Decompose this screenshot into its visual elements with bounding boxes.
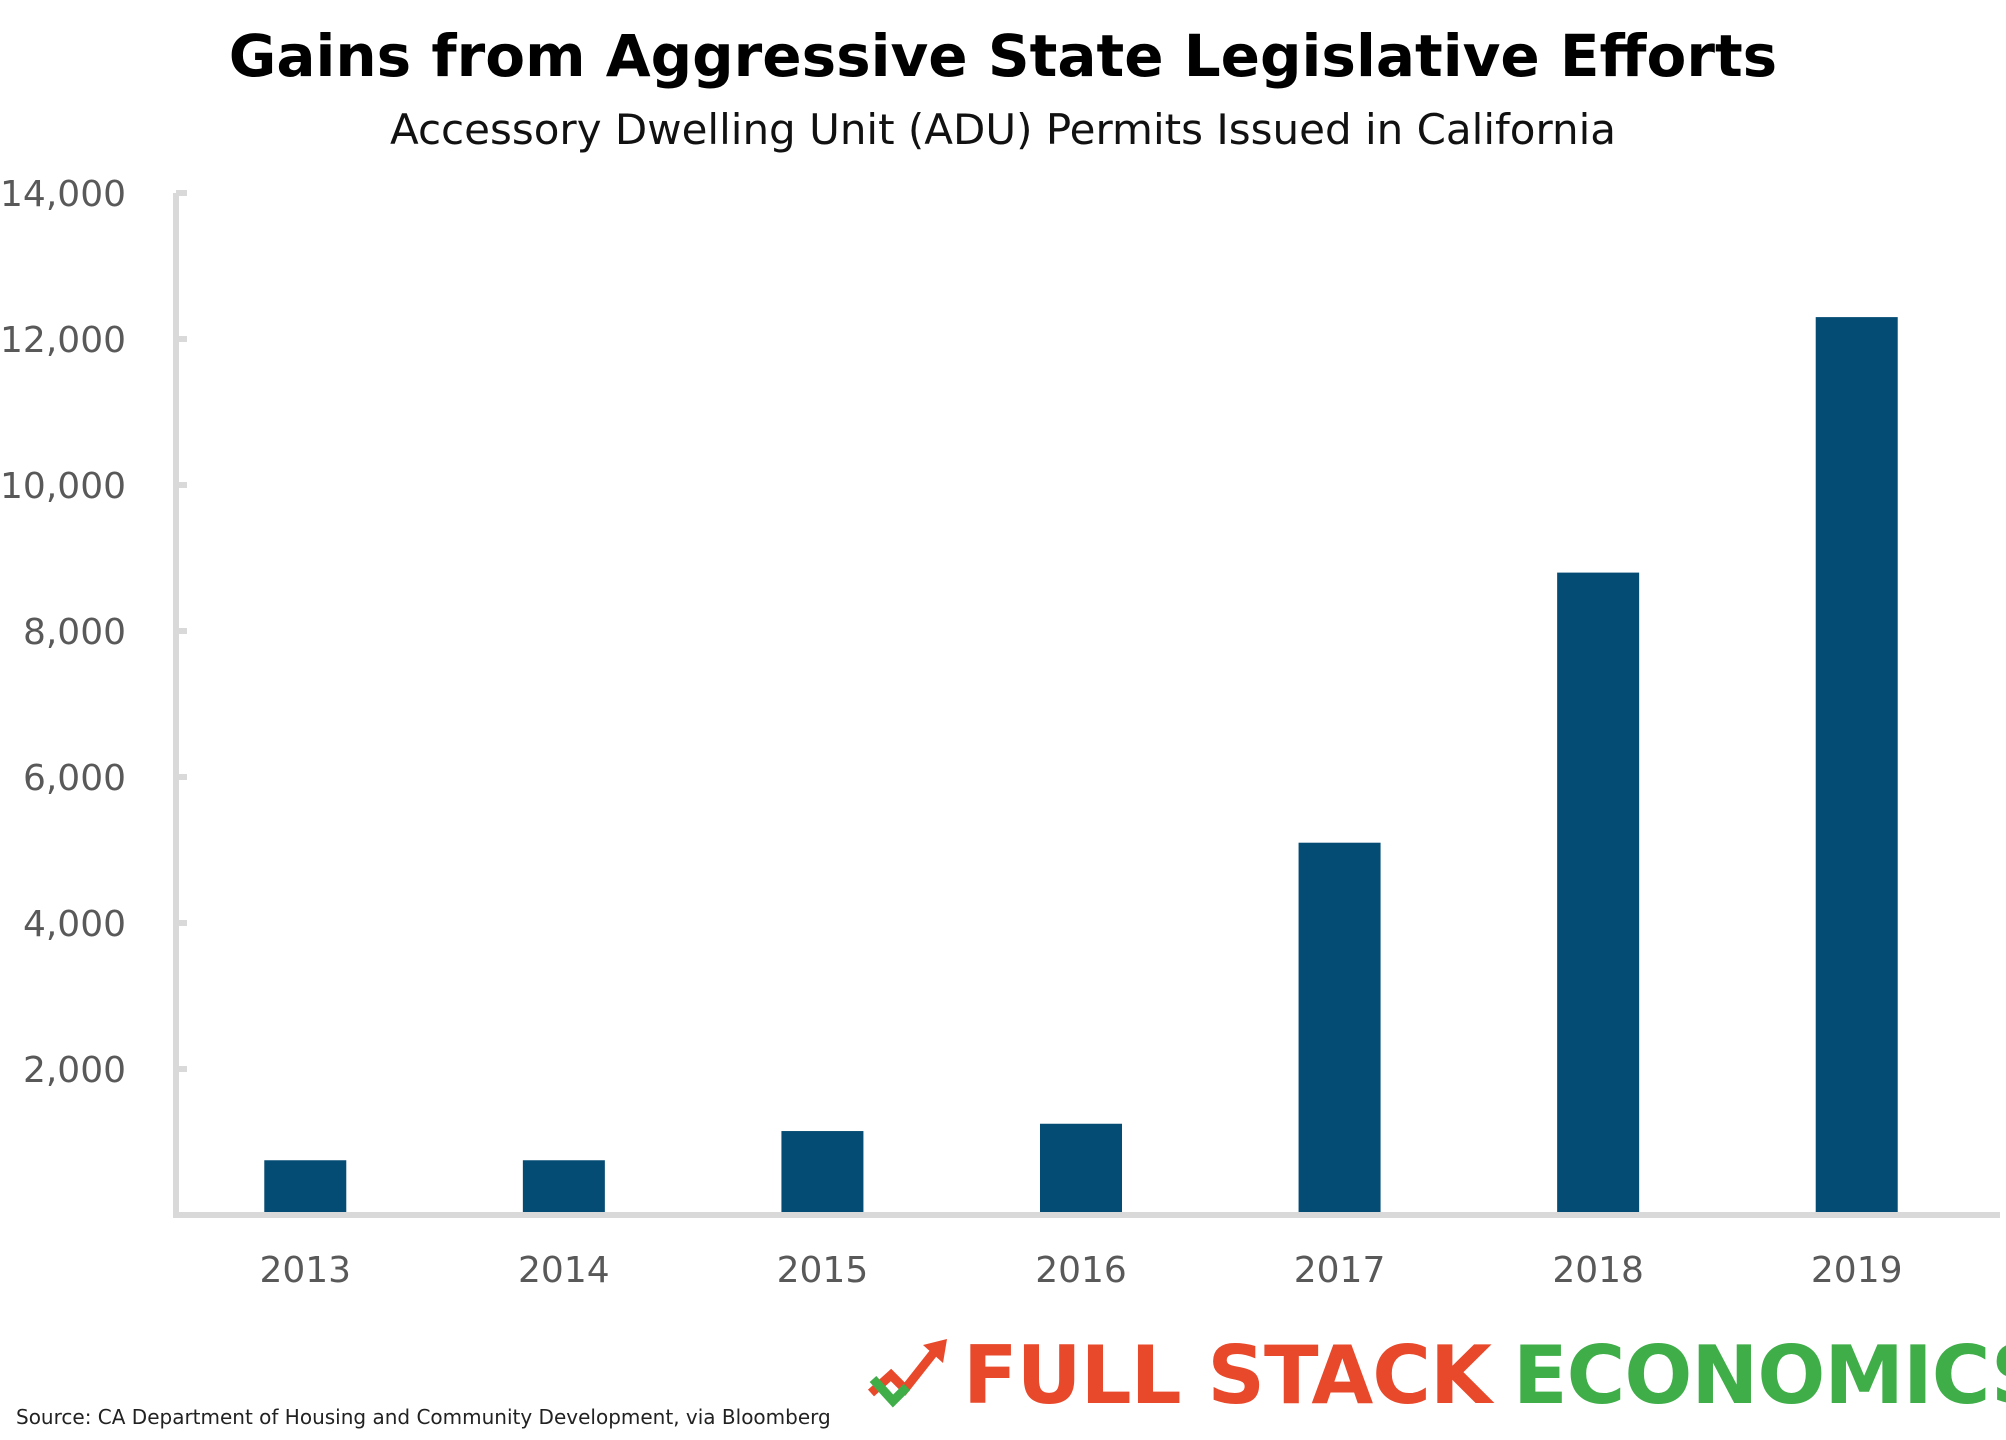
bar-chart: 2,000 4,000 6,000 8,000 10,000 12,000 14,000 20… [0, 174, 2000, 1291]
source-note: Source: CA Department of Housing and Com… [16, 1405, 831, 1429]
bar-2015 [781, 1131, 864, 1212]
x-tick-label: 2018 [1552, 1250, 1644, 1291]
x-tick-label: 2019 [1811, 1250, 1903, 1291]
bar-2018 [1557, 572, 1640, 1212]
y-tick-label: 4,000 [23, 904, 126, 945]
brand-logo: FULL STACK ECONOMICS [865, 1325, 2006, 1425]
bar-2013 [264, 1160, 347, 1212]
y-tick-label: 6,000 [23, 758, 126, 799]
x-tick-label: 2016 [1035, 1250, 1127, 1291]
bar-2017 [1298, 842, 1381, 1212]
y-tick-label: 10,000 [0, 466, 126, 507]
y-tick-label: 14,000 [0, 174, 126, 215]
bar-2014 [522, 1160, 605, 1212]
y-tick-label: 2,000 [23, 1050, 126, 1091]
y-tick-label: 12,000 [0, 320, 126, 361]
chart-title: Gains from Aggressive State Legislative … [228, 22, 1778, 90]
trend-arrow-icon [867, 1339, 947, 1408]
bar-2019 [1815, 317, 1898, 1213]
y-tick-label: 8,000 [23, 612, 126, 653]
chart-subtitle: Accessory Dwelling Unit (ADU) Permits Is… [389, 105, 1617, 154]
bar-2016 [1040, 1123, 1122, 1212]
brand-word-economics: ECONOMICS [1513, 1328, 2006, 1422]
x-tick-label: 2014 [518, 1250, 610, 1291]
x-tick-label: 2015 [777, 1250, 869, 1291]
brand-word-full-stack: FULL STACK [963, 1328, 1492, 1422]
x-tick-label: 2013 [259, 1250, 351, 1291]
x-tick-label: 2017 [1294, 1250, 1386, 1291]
